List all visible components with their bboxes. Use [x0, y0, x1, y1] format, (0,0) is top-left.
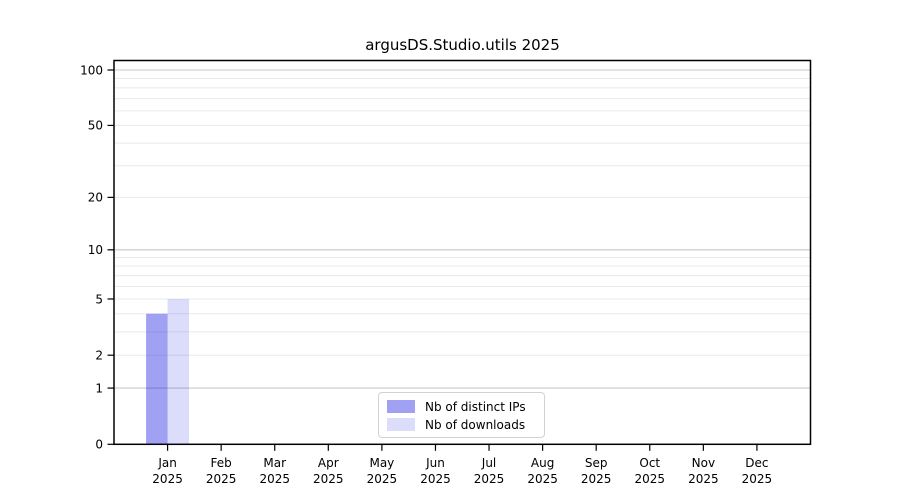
x-tick-label-year: 2025 — [688, 472, 719, 486]
x-tick-label-month: Nov — [692, 456, 715, 470]
y-tick-label: 5 — [95, 292, 103, 306]
x-tick-label-year: 2025 — [152, 472, 183, 486]
x-tick-label-month: Jun — [425, 456, 445, 470]
x-tick-label-month: Oct — [639, 456, 660, 470]
bar — [146, 313, 168, 445]
x-tick-label-month: May — [369, 456, 394, 470]
legend: Nb of distinct IPs Nb of downloads — [378, 392, 545, 438]
x-tick-label-month: Mar — [263, 456, 286, 470]
legend-item-distinct-ips: Nb of distinct IPs — [387, 398, 536, 415]
x-tick-label-year: 2025 — [634, 472, 665, 486]
x-tick-label-month: Apr — [318, 456, 339, 470]
x-tick-label-month: Jul — [481, 456, 496, 470]
x-tick-label-year: 2025 — [527, 472, 558, 486]
x-tick-label-year: 2025 — [420, 472, 451, 486]
x-tick-label-year: 2025 — [581, 472, 612, 486]
x-tick-label-year: 2025 — [367, 472, 398, 486]
y-tick-label: 0 — [95, 438, 103, 452]
legend-item-downloads: Nb of downloads — [387, 416, 536, 433]
y-tick-label: 1 — [95, 381, 103, 395]
x-tick-label-year: 2025 — [474, 472, 505, 486]
x-tick-label-year: 2025 — [313, 472, 344, 486]
bar — [167, 298, 190, 445]
y-tick-label: 100 — [80, 63, 103, 77]
y-tick-label: 10 — [88, 243, 103, 257]
x-tick-label-month: Aug — [531, 456, 554, 470]
legend-swatch-downloads — [387, 418, 415, 431]
y-tick-label: 50 — [88, 119, 103, 133]
x-tick-label-month: Dec — [745, 456, 768, 470]
x-tick-label-year: 2025 — [259, 472, 290, 486]
legend-swatch-distinct-ips — [387, 400, 415, 413]
y-tick-label: 20 — [88, 191, 103, 205]
x-tick-label-year: 2025 — [206, 472, 237, 486]
y-tick-label: 2 — [95, 348, 103, 362]
x-tick-label-month: Sep — [585, 456, 608, 470]
chart-title: argusDS.Studio.utils 2025 — [365, 36, 560, 54]
x-tick-label-month: Feb — [211, 456, 232, 470]
legend-label-downloads: Nb of downloads — [425, 417, 526, 432]
legend-label-distinct-ips: Nb of distinct IPs — [425, 399, 526, 414]
x-tick-label-year: 2025 — [742, 472, 773, 486]
x-tick-label-month: Jan — [157, 456, 177, 470]
plot-border — [113, 59, 812, 446]
